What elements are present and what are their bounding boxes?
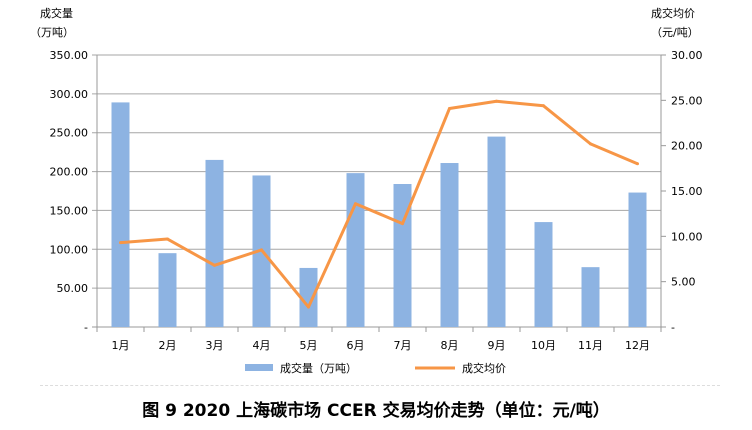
left-axis-unit: （万吨） xyxy=(30,26,74,39)
bar-12月 xyxy=(628,192,647,327)
left-tick-label: 300.00 xyxy=(50,88,89,101)
price-point xyxy=(636,162,639,166)
legend-label-price: 成交均价 xyxy=(462,361,506,375)
left-tick-label: 250.00 xyxy=(50,127,89,140)
bar-7月 xyxy=(393,184,412,327)
left-tick-label: 100.00 xyxy=(50,243,89,256)
x-tick-label: 7月 xyxy=(394,339,412,352)
bar-9月 xyxy=(487,136,506,327)
x-tick-label: 1月 xyxy=(112,339,130,352)
price-point xyxy=(119,241,122,245)
x-tick-label: 9月 xyxy=(488,339,506,352)
left-tick-label: - xyxy=(84,321,88,334)
x-tick-label: 5月 xyxy=(300,339,318,352)
x-tick-label: 12月 xyxy=(625,339,650,352)
bar-6月 xyxy=(346,173,365,327)
legend-label-volume: 成交量（万吨） xyxy=(280,361,357,375)
price-point xyxy=(260,248,263,252)
price-point xyxy=(307,305,310,309)
bar-1月 xyxy=(111,102,130,327)
price-point xyxy=(354,202,357,206)
price-point xyxy=(213,263,216,267)
legend-swatch-volume xyxy=(245,364,273,371)
price-point xyxy=(166,237,169,241)
left-tick-label: 200.00 xyxy=(50,166,89,179)
x-tick-label: 2月 xyxy=(159,339,177,352)
price-point xyxy=(589,142,592,146)
figure-caption: 图 9 2020 上海碳市场 CCER 交易均价走势（单位：元/吨） xyxy=(142,401,610,421)
right-tick-label: 15.00 xyxy=(671,185,703,198)
right-tick-label: 10.00 xyxy=(671,230,703,243)
chart: - 50.00 100.00 150.00 200.00 250.00 300.00 350.… xyxy=(30,6,703,375)
x-tick-label: 3月 xyxy=(206,339,224,352)
left-tick-label: 350.00 xyxy=(50,49,89,62)
left-axis-title: 成交量 xyxy=(40,6,73,20)
bar-8月 xyxy=(440,163,459,327)
divider xyxy=(40,385,720,386)
bar-2月 xyxy=(158,253,177,327)
x-tick-label: 8月 xyxy=(441,339,459,352)
price-line xyxy=(120,99,639,309)
x-tick-label: 6月 xyxy=(347,339,365,352)
right-axis-unit: （元/吨） xyxy=(651,26,699,39)
right-tick-label: 5.00 xyxy=(671,276,696,289)
x-tick-label: 10月 xyxy=(531,339,556,352)
x-tick-label: 4月 xyxy=(253,339,271,352)
left-tick-label: 150.00 xyxy=(50,204,89,217)
price-point xyxy=(401,222,404,226)
price-point xyxy=(448,106,451,110)
bar-3月 xyxy=(205,159,224,327)
right-tick-label: 25.00 xyxy=(671,94,703,107)
left-tick-label: 50.00 xyxy=(57,282,89,295)
x-tick-label: 11月 xyxy=(578,339,603,352)
price-point xyxy=(495,99,498,103)
bar-11月 xyxy=(581,267,600,327)
price-point xyxy=(542,104,545,108)
right-axis-title: 成交均价 xyxy=(651,6,695,20)
bar-5月 xyxy=(299,267,318,327)
bar-10月 xyxy=(534,222,553,327)
right-tick-label: 20.00 xyxy=(671,140,703,153)
right-tick-label: 30.00 xyxy=(671,49,703,62)
right-tick-label: - xyxy=(671,321,675,334)
